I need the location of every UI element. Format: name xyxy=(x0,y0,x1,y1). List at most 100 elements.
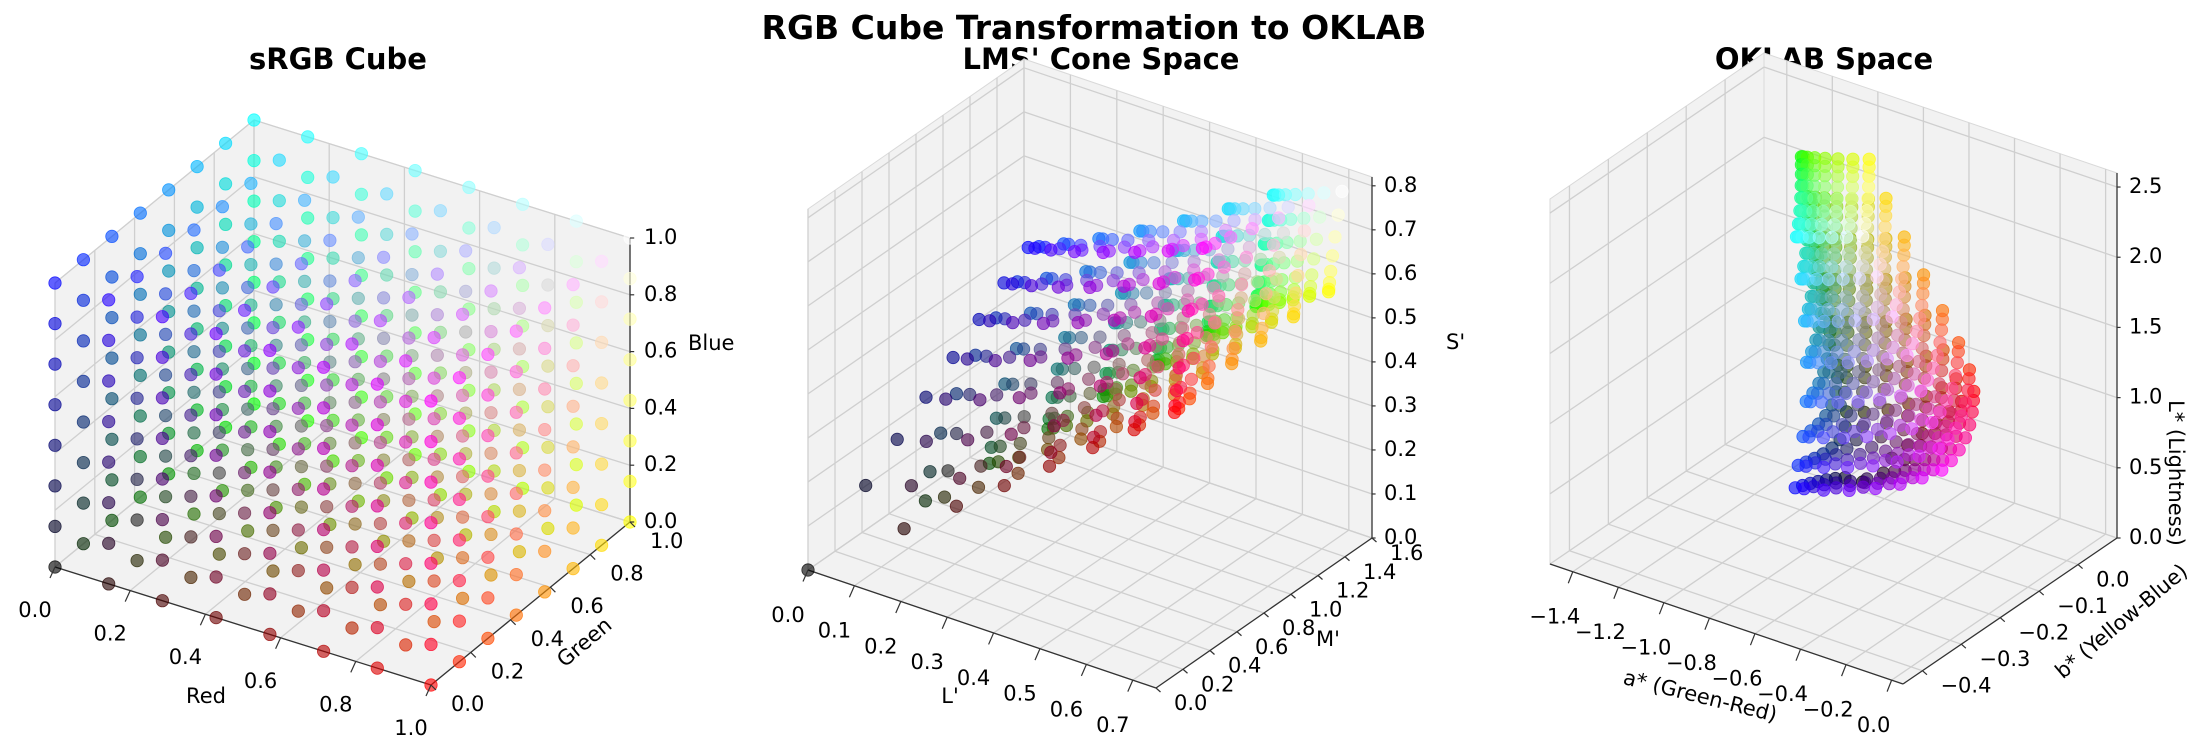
data-point xyxy=(594,457,609,471)
data-point xyxy=(294,297,308,311)
data-point xyxy=(102,374,116,388)
data-point xyxy=(1047,419,1061,433)
x-tick-label: −0.8 xyxy=(1666,651,1717,675)
data-point xyxy=(1138,341,1152,355)
data-point xyxy=(399,475,413,490)
data-point xyxy=(983,314,997,328)
data-point xyxy=(512,382,527,396)
grid-line xyxy=(214,435,591,556)
data-point xyxy=(1844,204,1858,219)
data-point xyxy=(1117,240,1132,254)
data-point xyxy=(187,263,201,278)
data-point xyxy=(1963,418,1977,432)
data-point xyxy=(455,551,470,565)
data-point xyxy=(263,465,277,479)
data-point xyxy=(1816,345,1831,359)
grid-line xyxy=(807,155,1025,307)
y-tick xyxy=(1263,612,1269,618)
data-point xyxy=(380,268,394,282)
data-point xyxy=(370,620,384,635)
data-point xyxy=(244,257,258,272)
data-point xyxy=(291,401,305,415)
data-point xyxy=(1951,344,1965,359)
y-tick-label: 1.0 xyxy=(1309,597,1342,621)
data-point xyxy=(1276,226,1291,240)
data-point xyxy=(266,361,280,375)
data-point xyxy=(1305,268,1319,282)
data-point xyxy=(1825,260,1839,274)
data-point xyxy=(1225,356,1239,371)
y-tick xyxy=(2077,564,2083,569)
data-point xyxy=(1874,287,1888,301)
data-point xyxy=(370,377,384,391)
data-point xyxy=(541,278,555,292)
data-point xyxy=(1121,337,1135,351)
data-point xyxy=(1817,314,1831,328)
data-point xyxy=(566,277,580,292)
data-point xyxy=(1866,407,1880,421)
data-point xyxy=(1829,481,1843,495)
data-point xyxy=(345,499,359,513)
data-point xyxy=(348,314,362,328)
data-point xyxy=(1862,180,1876,194)
data-point xyxy=(1105,233,1119,247)
x-tick-label: −1.2 xyxy=(1575,620,1626,644)
data-point xyxy=(1827,218,1841,232)
data-point xyxy=(320,418,334,433)
data-point xyxy=(1847,424,1861,439)
data-point xyxy=(102,414,116,429)
data-point xyxy=(1868,481,1883,496)
data-point xyxy=(1856,480,1870,494)
grid-line xyxy=(1023,331,1373,451)
data-point xyxy=(541,400,555,414)
data-point xyxy=(1141,353,1155,367)
data-point xyxy=(1044,445,1058,459)
z-tick-label: 0.6 xyxy=(1384,261,1417,285)
data-point xyxy=(241,402,255,416)
data-point xyxy=(238,587,252,601)
data-point xyxy=(1835,302,1850,316)
data-point xyxy=(1839,259,1853,274)
data-point xyxy=(509,365,523,379)
data-point xyxy=(272,234,286,248)
y-tick xyxy=(1317,575,1323,580)
data-point xyxy=(1071,315,1085,330)
data-point xyxy=(1950,356,1964,370)
data-point xyxy=(345,337,359,351)
data-point xyxy=(623,312,637,326)
data-point xyxy=(427,371,441,385)
chart-title-srgb: sRGB Cube xyxy=(249,42,427,76)
data-point xyxy=(1852,302,1866,316)
data-point xyxy=(1044,243,1058,257)
data-point xyxy=(993,439,1007,453)
data-point xyxy=(294,541,308,555)
data-point xyxy=(133,368,147,382)
data-point xyxy=(263,587,277,601)
grid-line xyxy=(915,494,1265,614)
data-point xyxy=(320,337,334,351)
data-point xyxy=(1187,351,1201,365)
data-point xyxy=(1144,309,1158,323)
data-point xyxy=(402,453,416,467)
grid-line xyxy=(1709,471,1924,619)
grid-line xyxy=(1724,443,2079,566)
data-point xyxy=(509,527,523,541)
y-tick xyxy=(430,684,437,691)
plot-srgb: 0.00.20.40.60.81.00.00.20.40.60.81.00.00… xyxy=(18,113,734,740)
data-point xyxy=(190,200,204,214)
data-point xyxy=(566,399,580,413)
data-point xyxy=(890,432,904,446)
x-tick-label: 0.0 xyxy=(18,598,51,622)
x-tick xyxy=(988,632,995,645)
data-point xyxy=(187,426,201,440)
data-point xyxy=(1822,386,1836,401)
data-point xyxy=(427,574,441,588)
data-point xyxy=(1286,310,1301,324)
data-point xyxy=(1837,431,1851,445)
data-point xyxy=(953,471,967,485)
data-point xyxy=(130,310,144,324)
data-point xyxy=(272,194,286,208)
data-point xyxy=(209,489,223,503)
data-point xyxy=(1845,192,1859,206)
data-point xyxy=(1004,427,1018,441)
